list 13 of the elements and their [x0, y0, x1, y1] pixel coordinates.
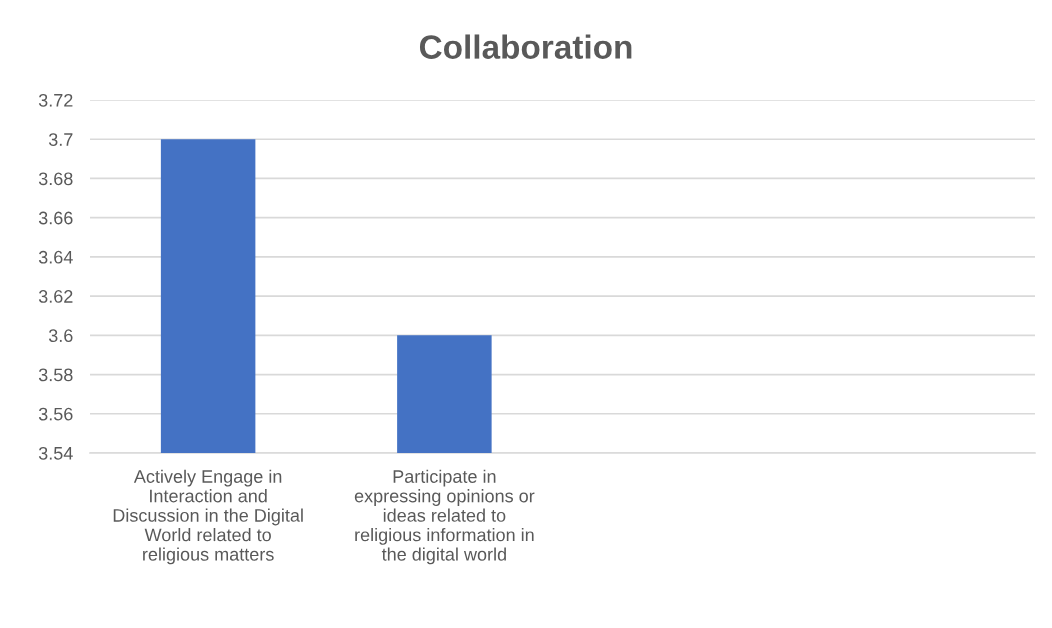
y-tick-label: 3.66 [38, 211, 73, 225]
y-tick-label: 3.7 [48, 133, 73, 146]
y-tick-label: 3.64 [38, 250, 73, 264]
y-tick-label: 3.58 [38, 368, 73, 382]
y-tick-label: 3.56 [38, 407, 73, 421]
y-tick-label: 3.62 [38, 290, 73, 303]
y-tick-label: 3.54 [38, 446, 73, 460]
x-tick-label: Participate in expressing opinions or ideas related to religious information in the digital world [354, 469, 535, 565]
y-tick-label: 3.6 [48, 329, 73, 343]
y-tick-label: 3.72 [38, 93, 73, 107]
chart-title: Collaboration [419, 34, 632, 59]
y-tick-label: 3.68 [38, 172, 73, 186]
x-tick-label: Actively Engage in Interaction and Discussion in the Digital World related to religious matters [113, 469, 303, 565]
